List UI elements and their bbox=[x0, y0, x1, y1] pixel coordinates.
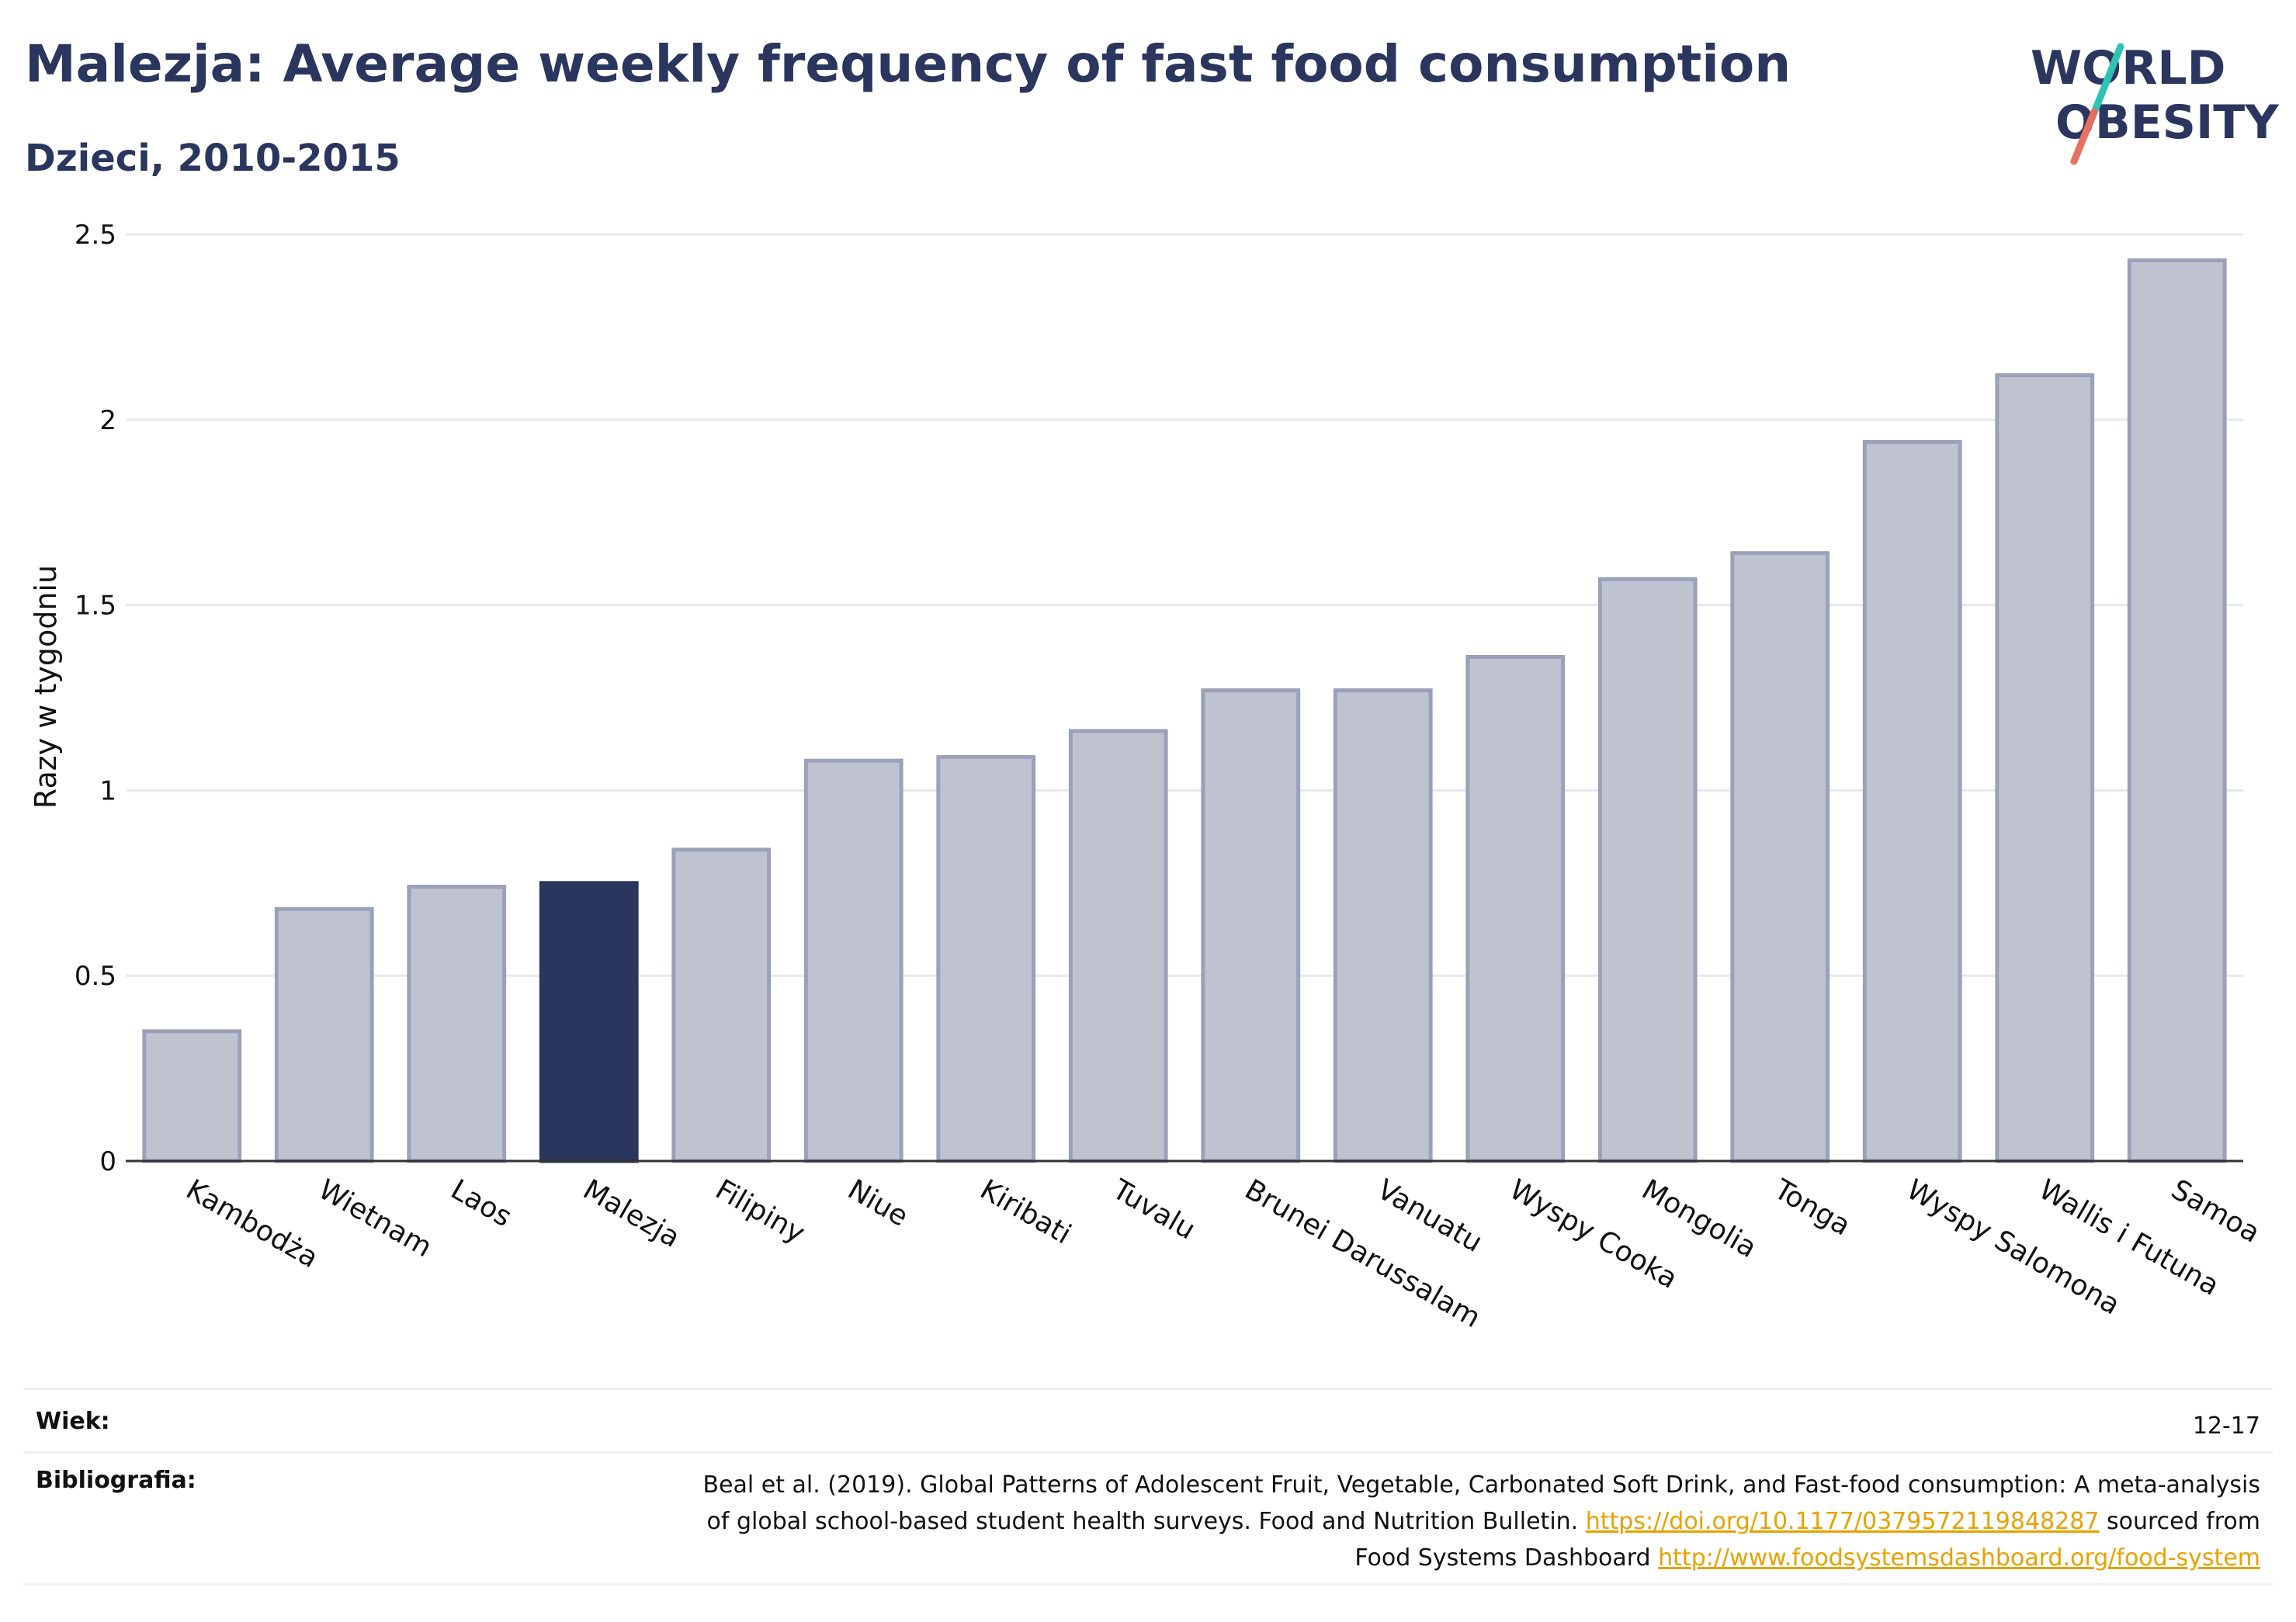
x-tick-label: Mongolia bbox=[1636, 1173, 1762, 1264]
bar-wietnam bbox=[274, 906, 374, 1163]
bibliography-row: Bibliografia: Beal et al. (2019). Global… bbox=[23, 1467, 2273, 1606]
x-tick-label: Laos bbox=[446, 1173, 517, 1233]
bar-vanuatu bbox=[1333, 688, 1433, 1163]
bar-malezja bbox=[539, 881, 639, 1163]
y-tick-label: 2.5 bbox=[75, 220, 116, 251]
x-tick-label: Kiribati bbox=[975, 1173, 1077, 1250]
bibliography-sourced-from: sourced from bbox=[2106, 1508, 2260, 1535]
logo-slash-bottom bbox=[2070, 108, 2098, 165]
age-value: 12-17 bbox=[2192, 1412, 2260, 1440]
x-tick-label: Tuvalu bbox=[1106, 1173, 1200, 1246]
y-tick-label: 1 bbox=[99, 775, 116, 806]
footer-divider-middle bbox=[23, 1451, 2273, 1454]
food-systems-dashboard-link[interactable]: http://www.foodsystemsdashboard.org/food… bbox=[1658, 1544, 2260, 1572]
bibliography-line-1: Beal et al. (2019). Global Patterns of A… bbox=[702, 1471, 2260, 1499]
bar-tonga bbox=[1730, 551, 1830, 1163]
footer: Wiek: 12-17 Bibliografia: Beal et al. (2… bbox=[23, 1389, 2273, 1614]
footer-divider-top bbox=[23, 1388, 2273, 1390]
bar-samoa bbox=[2127, 258, 2227, 1163]
x-tick-label: Niue bbox=[842, 1173, 913, 1232]
logo-word-world: WORLD bbox=[2031, 41, 2225, 95]
age-row: Wiek: 12-17 bbox=[23, 1408, 2273, 1447]
bar-niue bbox=[803, 758, 903, 1163]
bar-tuvalu bbox=[1068, 729, 1168, 1163]
x-tick-label: Kambodża bbox=[181, 1173, 324, 1274]
chart-title: Malezja: Average weekly frequency of fas… bbox=[25, 34, 1791, 94]
footer-divider-bottom bbox=[23, 1583, 2273, 1586]
y-tick-label: 2 bbox=[99, 405, 116, 436]
age-label: Wiek: bbox=[36, 1408, 110, 1435]
bar-wyspy-salomona bbox=[1862, 439, 1962, 1163]
bibliography-dashboard: Food Systems Dashboard bbox=[1354, 1544, 1651, 1572]
bar-mongolia bbox=[1597, 577, 1698, 1163]
bibliography-label: Bibliografia: bbox=[36, 1467, 196, 1494]
doi-link[interactable]: https://doi.org/10.1177/0379572119848287 bbox=[1585, 1508, 2100, 1535]
y-tick-label: 0 bbox=[99, 1146, 116, 1177]
x-tick-label: Vanuatu bbox=[1372, 1173, 1487, 1259]
y-axis-label: Razy w tygodniu bbox=[29, 565, 63, 809]
bars bbox=[142, 258, 2227, 1163]
bar-kambodża bbox=[142, 1029, 242, 1163]
y-tick-label: 1.5 bbox=[75, 591, 116, 622]
bar-wyspy-cooka bbox=[1465, 654, 1566, 1163]
x-tick-label: Tonga bbox=[1768, 1173, 1856, 1242]
y-tick-label: 0.5 bbox=[75, 961, 116, 992]
bar-laos bbox=[407, 885, 507, 1163]
bar-kiribati bbox=[936, 754, 1036, 1163]
bar-wallis-i-futuna bbox=[1995, 373, 2095, 1163]
x-tick-label: Malezja bbox=[577, 1173, 685, 1254]
bibliography-line-2: of global school-based student health su… bbox=[706, 1508, 1579, 1535]
world-obesity-logo: WORLD OBESITY bbox=[2031, 41, 2280, 165]
x-tick-label: Filipiny bbox=[710, 1173, 810, 1249]
bibliography-text: Beal et al. (2019). Global Patterns of A… bbox=[702, 1467, 2260, 1576]
x-tick-label: Wyspy Salomona bbox=[1901, 1173, 2125, 1321]
bar-filipiny bbox=[671, 847, 772, 1163]
x-tick-label: Brunei Darussalam bbox=[1240, 1173, 1486, 1334]
chart-subtitle: Dzieci, 2010-2015 bbox=[25, 137, 401, 180]
bar-brunei-darussalam bbox=[1201, 688, 1301, 1163]
x-tick-label: Samoa bbox=[2166, 1173, 2265, 1249]
x-tick-label: Wietnam bbox=[313, 1173, 437, 1263]
